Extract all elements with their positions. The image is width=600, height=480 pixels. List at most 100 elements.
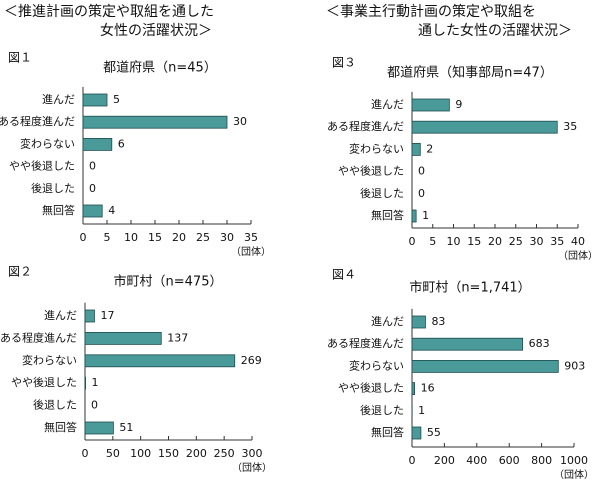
figure-label: 図４ xyxy=(332,268,356,282)
category-label: 変わらない xyxy=(22,353,77,367)
category-label: ある程度進んだ xyxy=(327,336,404,350)
unit-label: （団体） xyxy=(558,250,598,262)
value-label: 137 xyxy=(167,331,188,344)
category-label: やや後退した xyxy=(9,159,75,173)
value-label: 16 xyxy=(421,382,435,395)
category-label: やや後退した xyxy=(11,375,77,389)
category-label: ある程度進んだ xyxy=(0,330,77,344)
bar xyxy=(411,120,558,134)
x-tick-label: 15 xyxy=(467,235,481,248)
x-tick-label: 0 xyxy=(80,231,87,244)
category-label: 進んだ xyxy=(44,309,77,322)
category-label: 変わらない xyxy=(349,358,404,372)
value-label: 4 xyxy=(108,204,115,217)
heading: ＜事業主行動計画の策定や取組を xyxy=(326,3,536,20)
figure-label: 図２ xyxy=(8,265,32,279)
value-label: 683 xyxy=(529,337,550,350)
x-tick-label: 800 xyxy=(531,454,552,467)
bar xyxy=(82,93,108,107)
x-tick-label: 30 xyxy=(530,235,544,248)
x-tick-label: 600 xyxy=(499,454,520,467)
bar xyxy=(84,331,162,345)
x-tick-label: 5 xyxy=(104,231,111,244)
bar xyxy=(82,204,103,218)
value-label: 5 xyxy=(113,93,120,106)
x-tick-label: 50 xyxy=(106,447,120,460)
x-tick-label: 1000 xyxy=(560,454,588,467)
x-tick-label: 150 xyxy=(158,447,179,460)
category-label: 変わらない xyxy=(20,136,75,150)
x-tick-label: 35 xyxy=(244,231,258,244)
category-label: ある程度進んだ xyxy=(327,119,404,133)
category-label: 後退した xyxy=(31,181,75,195)
category-label: 進んだ xyxy=(371,315,404,328)
bar xyxy=(411,382,415,396)
unit-label: （団体） xyxy=(554,469,594,480)
x-tick-label: 10 xyxy=(447,235,461,248)
x-tick-label: 400 xyxy=(466,454,487,467)
category-label: 後退した xyxy=(360,186,404,200)
x-tick-label: 15 xyxy=(148,231,162,244)
heading: 女性の活躍状況＞ xyxy=(100,22,212,39)
category-label: 後退した xyxy=(33,398,77,412)
x-tick-label: 0 xyxy=(82,447,89,460)
x-tick-label: 200 xyxy=(434,454,455,467)
x-tick-label: 200 xyxy=(186,447,207,460)
bar xyxy=(411,426,422,440)
x-tick-label: 0 xyxy=(409,235,416,248)
value-label: 1 xyxy=(92,376,99,389)
value-label: 1 xyxy=(418,404,425,417)
category-label: やや後退した xyxy=(338,164,404,178)
bar xyxy=(411,142,421,156)
chart-title: 都道府県（n=45） xyxy=(103,61,217,76)
x-tick-label: 100 xyxy=(130,447,151,460)
heading: 通した女性の活躍状況＞ xyxy=(418,22,572,39)
value-label: 9 xyxy=(455,98,462,111)
value-label: 55 xyxy=(427,426,441,439)
value-label: 1 xyxy=(422,209,429,222)
value-label: 51 xyxy=(119,421,133,434)
category-label: 無回答 xyxy=(371,425,404,439)
bar xyxy=(411,337,524,351)
category-label: ある程度進んだ xyxy=(0,114,75,128)
category-label: 後退した xyxy=(360,403,404,417)
chart-title: 都道府県（知事部局n=47） xyxy=(387,65,553,81)
value-label: 0 xyxy=(91,399,98,412)
x-tick-label: 5 xyxy=(429,235,436,248)
x-tick-label: 25 xyxy=(196,231,210,244)
bar xyxy=(82,115,228,129)
bar xyxy=(411,209,417,223)
category-label: 無回答 xyxy=(42,203,75,217)
x-tick-label: 25 xyxy=(509,235,523,248)
bar xyxy=(84,354,236,368)
bar xyxy=(411,359,559,373)
x-tick-label: 10 xyxy=(124,231,138,244)
value-label: 6 xyxy=(118,137,125,150)
value-label: 0 xyxy=(418,165,425,178)
bar xyxy=(411,315,426,329)
value-label: 0 xyxy=(89,160,96,173)
value-label: 269 xyxy=(241,354,262,367)
figure-label: 図３ xyxy=(332,56,356,70)
value-label: 35 xyxy=(563,120,577,133)
category-label: 無回答 xyxy=(371,208,404,222)
unit-label: （団体） xyxy=(231,246,271,258)
bar xyxy=(84,309,95,323)
chart-title: 市町村（n=475） xyxy=(114,274,223,290)
category-label: 無回答 xyxy=(44,420,77,434)
value-label: 83 xyxy=(431,315,445,328)
value-label: 30 xyxy=(233,115,247,128)
category-label: 進んだ xyxy=(371,98,404,111)
x-tick-label: 0 xyxy=(409,454,416,467)
category-label: やや後退した xyxy=(338,381,404,395)
value-label: 17 xyxy=(100,309,114,322)
bar xyxy=(84,376,86,390)
x-tick-label: 20 xyxy=(488,235,502,248)
x-tick-label: 35 xyxy=(550,235,564,248)
value-label: 0 xyxy=(418,187,425,200)
unit-label: （団体） xyxy=(232,462,272,474)
x-tick-label: 40 xyxy=(571,235,585,248)
x-tick-label: 20 xyxy=(172,231,186,244)
